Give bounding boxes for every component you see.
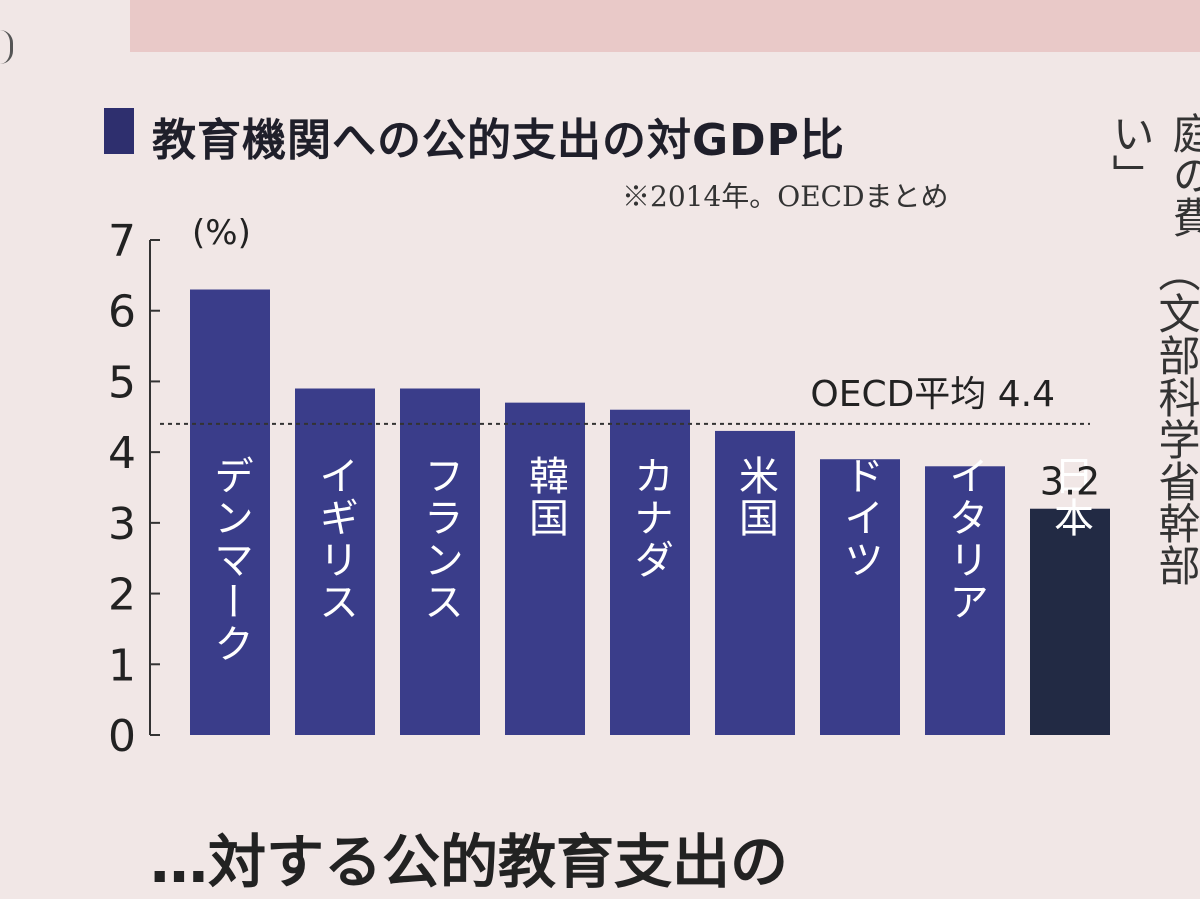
y-tick-label: 5 <box>108 357 136 408</box>
bar-label-1: デンマーク <box>207 455 253 665</box>
bar-9 <box>1030 508 1110 735</box>
page-edge-mark <box>0 30 13 64</box>
y-tick-label: 0 <box>108 711 136 762</box>
title-marker <box>104 108 134 154</box>
oecd-average-label: OECD平均 4.4 <box>810 374 1055 415</box>
bar-6 <box>715 430 795 735</box>
bar-label-3: フランス <box>417 455 463 623</box>
article-text-fragment-2: 庭の費 <box>1166 112 1200 238</box>
bar-label-4: 韓国 <box>522 455 568 539</box>
article-text-fragment-1: い」 <box>1106 112 1155 196</box>
y-tick-label: 1 <box>108 640 136 691</box>
bar-1 <box>190 289 270 735</box>
bar-7 <box>820 459 900 735</box>
y-tick-label: 6 <box>108 287 136 338</box>
bar-2 <box>295 388 375 735</box>
newspaper-top-band <box>130 0 1200 52</box>
bar-8 <box>925 466 1005 735</box>
y-tick-label: 4 <box>108 428 136 479</box>
bar-label-2: イギリス <box>312 455 358 623</box>
data-label-1: 3.2 <box>1040 460 1100 504</box>
bar-4 <box>505 402 585 735</box>
y-tick-label: 7 <box>108 216 136 267</box>
bar-chart: 0 1 2 3 4 5 6 7 (%) デンマーク イギリス フランス 韓国 カナダ 米国 ドイツ イタリア 日本… <box>108 213 1110 762</box>
bar-label-8: イタリア <box>942 455 988 623</box>
bar-3 <box>400 388 480 735</box>
bar-label-7: ドイツ <box>837 455 883 581</box>
chart-title: 教育機関への公的支出の対GDP比 <box>152 115 845 166</box>
bar-label-9: 日本 <box>1047 455 1093 539</box>
y-tick-label: 3 <box>108 499 136 550</box>
bar-label-5: カナダ <box>627 455 673 581</box>
chart-subtitle: ※2014年。OECDまとめ <box>622 180 949 213</box>
y-unit-label: (%) <box>192 213 251 253</box>
bar-5 <box>610 409 690 735</box>
y-tick-label: 2 <box>108 570 136 621</box>
article-text-fragment-3: （文部科学省幹部 <box>1152 250 1200 586</box>
bar-label-6: 米国 <box>732 455 778 539</box>
